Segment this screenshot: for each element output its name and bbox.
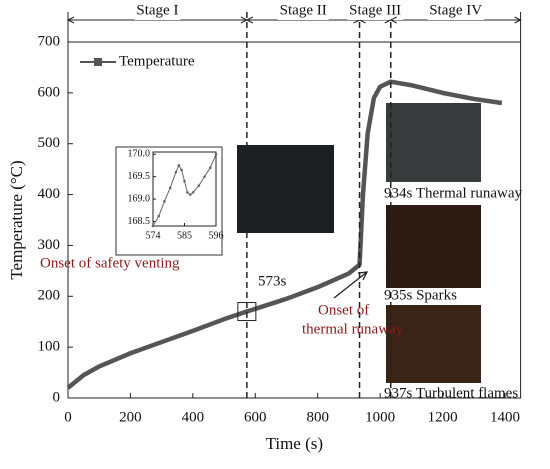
highlight-box: [237, 302, 257, 322]
data-point: [191, 191, 195, 194]
inset-frame: [115, 146, 223, 256]
annotation: Onset of safety venting: [40, 255, 180, 271]
x-tick-label: 1200: [428, 409, 458, 425]
y-tick-label: 169.0: [128, 193, 151, 204]
legend-marker: [94, 58, 102, 66]
plot-frame: [67, 41, 522, 399]
y-tick-label: 100: [38, 339, 61, 355]
x-tick-label: 0: [64, 409, 72, 425]
x-tick-label: 585: [177, 230, 192, 241]
x-tick-label: 1400: [490, 409, 520, 425]
data-point: [197, 184, 201, 187]
y-tick-label: 400: [38, 186, 61, 202]
y-tick-label: 168.5: [128, 216, 151, 227]
data-point: [203, 175, 206, 178]
stage-label-bg: [347, 4, 404, 20]
photo-caption: 935s Sparks: [384, 287, 457, 303]
x-tick-label: 400: [182, 409, 205, 425]
stage-label: Stage I: [136, 2, 178, 18]
plot-frame: [152, 151, 217, 227]
stage-label: Stage II: [280, 2, 327, 18]
stage-label-bg: [277, 4, 329, 20]
data-point: [188, 193, 192, 196]
annotation: Onset of: [318, 302, 369, 318]
photo: [237, 145, 334, 233]
data-point: [151, 224, 155, 228]
stage-label-bg: [134, 4, 181, 20]
x-tick-label: 574: [146, 230, 161, 241]
x-tick-label: 1000: [365, 409, 395, 425]
data-point: [214, 152, 218, 156]
photo-caption: 934s Thermal runaway: [384, 185, 523, 201]
photo: [386, 205, 481, 288]
y-tick-label: 200: [38, 288, 61, 304]
data-point: [177, 164, 181, 167]
y-tick-label: 300: [38, 237, 61, 253]
y-tick-label: 600: [38, 84, 61, 100]
y-tick-label: 700: [38, 33, 61, 49]
data-point: [174, 170, 178, 174]
stage-label-bg: [427, 4, 485, 20]
y-tick-label: 500: [38, 135, 61, 151]
data-line: [66, 79, 503, 390]
photo-caption: 573s: [258, 273, 287, 289]
data-point: [157, 214, 161, 218]
annotation: thermal runaway: [302, 321, 404, 337]
annotation-arrow: [333, 271, 369, 299]
data-point: [183, 179, 186, 183]
x-tick-label: 200: [119, 409, 142, 425]
y-tick-label: 169.5: [128, 171, 151, 182]
stage-label: Stage IV: [429, 2, 482, 18]
x-tick-label: 600: [244, 409, 267, 425]
x-tick-label: 800: [306, 409, 329, 425]
data-point: [180, 168, 183, 172]
y-tick-label: 0: [53, 389, 61, 405]
y-axis-label: Temperature (°C): [7, 160, 26, 279]
legend-label: Temperature: [119, 53, 195, 69]
data-point: [168, 186, 172, 190]
photo: [386, 103, 481, 182]
photo: [386, 305, 481, 383]
data-point: [208, 166, 212, 169]
x-tick-label: 596: [209, 230, 224, 241]
data-point: [163, 200, 166, 203]
stage-arrowheads: [389, 16, 522, 24]
x-axis-label: Time (s): [266, 434, 323, 453]
y-tick-label: 170.0: [128, 149, 151, 160]
data-point: [186, 191, 189, 194]
stage-label: Stage III: [349, 2, 401, 18]
photo-caption: 937s Turbulent flames: [384, 385, 518, 401]
